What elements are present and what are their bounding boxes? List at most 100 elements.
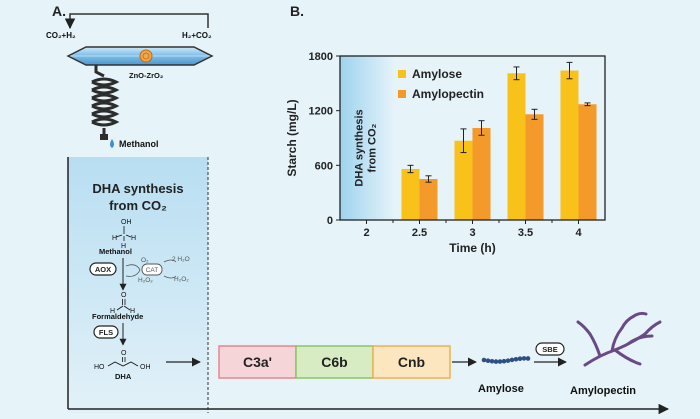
error-bar [407, 164, 414, 174]
x-tick-label: 4 [575, 227, 582, 239]
dha-box-title-line1: DHA synthesis [92, 181, 183, 196]
methanol-label: Methanol [99, 247, 132, 256]
x-tick-label: 3 [469, 227, 475, 239]
amylose-label: Amylose [478, 383, 524, 395]
bar-amylose-3 [454, 140, 473, 220]
svg-text:H: H [131, 235, 136, 242]
two-h2o-label: 2 H₂O [172, 256, 190, 263]
stage-label-line1: DHA synthesis [353, 109, 365, 186]
bar-amylose-4 [560, 70, 579, 220]
enzyme-label-1: C3a' [243, 354, 272, 370]
h2o2-label-b: H₂O₂ [174, 276, 189, 283]
enzyme-box-2 [295, 345, 374, 379]
chart-legend: Amylose Amylopectin [398, 67, 484, 101]
cat-badge [141, 263, 163, 276]
glucose-unit [489, 358, 495, 364]
methanol-structure-icon: OH H H H [112, 219, 136, 250]
glucose-unit [521, 356, 527, 361]
legend-label-amylose: Amylose [412, 67, 462, 81]
error-bar [478, 120, 485, 136]
sbe-label: SBE [542, 345, 557, 354]
glucose-unit [485, 358, 491, 364]
aox-badge [89, 262, 117, 276]
formaldehyde-label: Formaldehyde [92, 312, 143, 321]
x-tick-label: 3.5 [518, 227, 533, 239]
amylopectin-branch-icon [576, 311, 662, 367]
svg-text:O: O [121, 292, 127, 299]
formaldehyde-structure-icon: O H H [110, 292, 135, 315]
starch-bar-chart: DHA synthesis from CO₂ 0 600 1200 1800 2 2.5 3 3.… [285, 51, 606, 255]
bar-amylose-2.5 [401, 168, 420, 220]
x-tick-label: 2.5 [412, 227, 427, 239]
glucose-unit [525, 356, 531, 361]
amylose-chain-icon [481, 356, 531, 364]
glucose-unit [497, 359, 503, 364]
gas-outlet-label: H₂+CO₂ [182, 31, 212, 40]
y-tick-label: 600 [315, 160, 333, 172]
glucose-unit [481, 357, 487, 363]
methanol-product-label: Methanol [119, 139, 159, 149]
glucose-unit [505, 358, 511, 363]
bar-amylopectin-3.5 [525, 114, 544, 220]
stage-label-line2: from CO₂ [366, 123, 378, 172]
legend-swatch-amylopectin [398, 90, 406, 98]
glucose-unit [493, 359, 499, 364]
glucose-unit [501, 358, 507, 364]
x-tick-label: 2 [363, 227, 369, 239]
catalyst-label: ZnO-ZrO₂ [129, 71, 163, 80]
fls-label: FLS [99, 328, 113, 337]
dha-synthesis-box [68, 157, 208, 413]
svg-text:H: H [112, 235, 117, 242]
svg-text:HO: HO [94, 364, 105, 371]
gas-recycle-loop [64, 13, 209, 30]
legend-label-amylopectin: Amylopectin [412, 87, 484, 101]
dha-label: DHA [115, 372, 132, 381]
error-bar [566, 61, 573, 80]
enzyme-label-2: C6b [321, 354, 347, 370]
dha-box-title-line2: from CO₂ [109, 198, 167, 213]
cat-curve [163, 259, 177, 279]
glucose-unit [509, 357, 515, 363]
o2-curve [125, 264, 141, 277]
amylopectin-label: Amylopectin [570, 385, 636, 397]
catalyst-pellet-icon [139, 49, 153, 63]
o2-label: O₂ [141, 257, 149, 264]
svg-text:O: O [121, 350, 127, 357]
y-tick-label: 0 [327, 215, 333, 227]
condenser-coil [91, 65, 120, 134]
bar-amylose-3.5 [507, 73, 526, 220]
enzyme-label-3: Cnb [398, 354, 425, 370]
glucose-unit [513, 356, 519, 362]
enzyme-box-3 [372, 345, 451, 379]
svg-text:OH: OH [140, 364, 151, 371]
error-bar [425, 175, 432, 183]
y-tick-label: 1800 [309, 51, 333, 63]
dha-structure-icon: O HO OH [94, 350, 151, 371]
panel-a-label: A. [52, 3, 66, 19]
h2o2-label-a: H₂O₂ [138, 277, 153, 284]
gas-inlet-label: CO₂+H₂ [46, 31, 76, 40]
bar-amylopectin-4 [578, 104, 597, 220]
bar-amylopectin-3 [472, 127, 491, 220]
error-bar [584, 102, 591, 107]
glucose-unit [517, 356, 523, 361]
y-axis-title: Starch (mg/L) [285, 99, 299, 176]
svg-text:H: H [110, 308, 115, 315]
dha-stage-region [340, 56, 393, 220]
aox-label: AOX [95, 265, 111, 274]
y-tick-label: 1200 [309, 106, 333, 118]
svg-text:OH: OH [121, 219, 132, 226]
enzyme-box-1 [218, 345, 297, 379]
cat-label: CAT [146, 267, 159, 274]
error-bar [460, 128, 467, 154]
x-axis-title: Time (h) [449, 241, 495, 255]
methanol-drop-icon [110, 139, 114, 148]
error-bar [513, 66, 520, 81]
error-bar [531, 108, 538, 120]
bar-amylopectin-2.5 [419, 179, 438, 220]
legend-swatch-amylose [398, 70, 406, 78]
sbe-badge [535, 342, 565, 356]
condenser-outlet [100, 134, 108, 140]
svg-text:H: H [121, 243, 126, 250]
panel-b-label: B. [290, 3, 304, 19]
